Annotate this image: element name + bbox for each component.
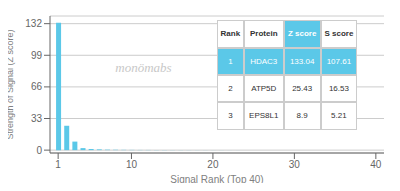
svg-text:1: 1 [55,159,61,170]
html-text:ATP5D: ATP5D [251,84,277,94]
html-text:1: 1 [228,56,233,66]
html-text:16.53: 16.53 [328,84,349,94]
html-text:Rank: Rank [220,29,241,39]
html-text:8.9: 8.9 [296,111,308,121]
svg-text:132: 132 [25,18,42,29]
html-text:Z score: Z score [287,29,317,39]
svg-text:Signal Rank (Top 40): Signal Rank (Top 40) [170,174,263,183]
html-text:3: 3 [228,111,233,121]
html-text:S score: S score [324,29,354,39]
svg-text:Strength of Signal (Z score): Strength of Signal (Z score) [8,29,15,139]
svg-text:20: 20 [207,159,219,170]
html-text:25.43: 25.43 [292,84,313,94]
svg-text:40: 40 [370,159,382,170]
svg-text:33: 33 [31,113,43,124]
html-text:Protein: Protein [250,29,278,39]
html-text:HDAC3: HDAC3 [250,56,278,66]
svg-text:30: 30 [289,159,301,170]
html-text:5.21: 5.21 [331,111,347,121]
svg-text:66: 66 [31,81,43,92]
html-text:EPS8L1: EPS8L1 [249,111,279,121]
html-text:133.04: 133.04 [289,56,315,66]
svg-text:10: 10 [126,159,138,170]
html-text:2: 2 [228,84,233,94]
svg-text:0: 0 [36,145,42,156]
html-text:107.61: 107.61 [326,56,352,66]
html-text:monömabs: monömabs [115,60,172,75]
svg-text:99: 99 [31,50,43,61]
